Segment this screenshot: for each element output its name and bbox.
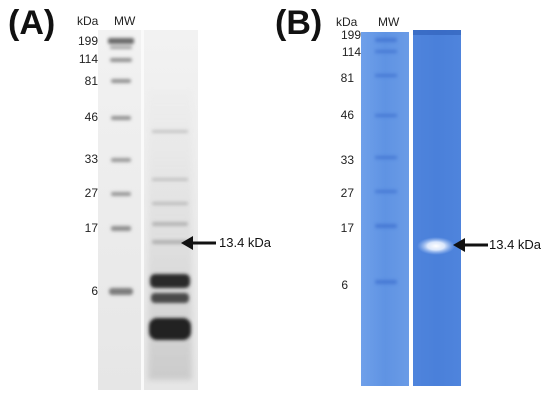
unit-label: kDa bbox=[336, 15, 358, 29]
lane-label-mw: MW bbox=[378, 15, 400, 29]
coomassie-gel-image bbox=[361, 30, 461, 386]
marker-label-81: 81 bbox=[340, 71, 354, 85]
arrow-left-icon bbox=[181, 236, 216, 250]
marker-label-6: 6 bbox=[91, 284, 98, 298]
marker-label-17: 17 bbox=[84, 221, 98, 235]
panel-label: (A) bbox=[8, 4, 56, 42]
marker-label-33: 33 bbox=[340, 153, 354, 167]
silver-gel-image bbox=[98, 30, 198, 390]
marker-label-114: 114 bbox=[341, 45, 361, 59]
arrow-left-icon bbox=[453, 238, 488, 252]
marker-label-46: 46 bbox=[84, 110, 98, 124]
marker-label-33: 33 bbox=[84, 152, 98, 166]
unit-label: kDa bbox=[77, 14, 99, 28]
marker-label-199: 199 bbox=[340, 28, 361, 42]
panel-label: (B) bbox=[275, 4, 323, 42]
panel-b: (B) kDa MW 199 114 81 46 33 27 17 6 bbox=[275, 0, 550, 401]
marker-label-27: 27 bbox=[340, 186, 354, 200]
marker-label-81: 81 bbox=[84, 74, 98, 88]
panel-a: (A) kDa MW 199 114 81 46 33 27 17 6 bbox=[8, 4, 272, 390]
marker-label-6: 6 bbox=[341, 278, 348, 292]
marker-label-46: 46 bbox=[340, 108, 354, 122]
marker-label-199: 199 bbox=[77, 34, 98, 48]
band-annotation: 13.4 kDa bbox=[219, 235, 272, 250]
marker-label-17: 17 bbox=[340, 221, 354, 235]
marker-label-114: 114 bbox=[78, 52, 98, 66]
band-annotation: 13.4 kDa bbox=[489, 237, 542, 252]
marker-label-27: 27 bbox=[84, 186, 98, 200]
lane-label-mw: MW bbox=[114, 14, 136, 28]
